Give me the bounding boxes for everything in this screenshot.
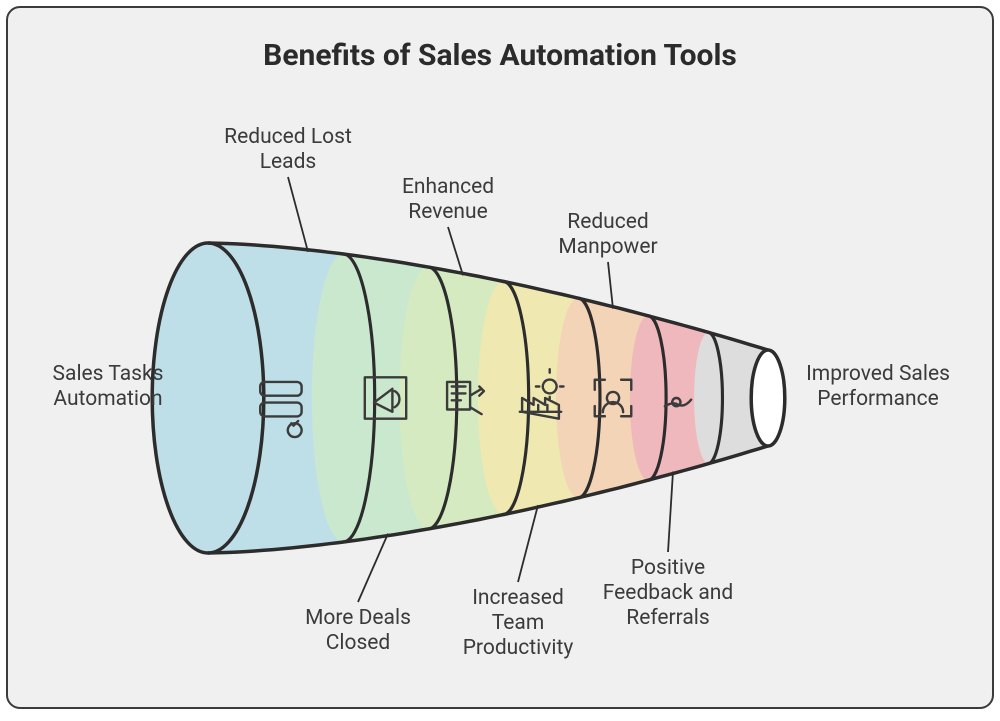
connector [668, 472, 673, 552]
label-top-0: Reduced Lost Leads [188, 125, 388, 175]
diagram-title: Benefits of Sales Automation Tools [8, 38, 992, 73]
infographic-card: { "title": "Benefits of Sales Automation… [6, 6, 994, 709]
label-left: Sales Tasks Automation [8, 362, 208, 412]
connector [518, 505, 538, 582]
label-right: Improved Sales Performance [778, 362, 978, 412]
connector [608, 262, 613, 309]
connector [448, 227, 463, 275]
connector [288, 177, 308, 252]
label-bottom-2: Positive Feedback and Referrals [568, 556, 768, 632]
label-top-2: Reduced Manpower [508, 210, 708, 260]
connector [358, 534, 388, 602]
